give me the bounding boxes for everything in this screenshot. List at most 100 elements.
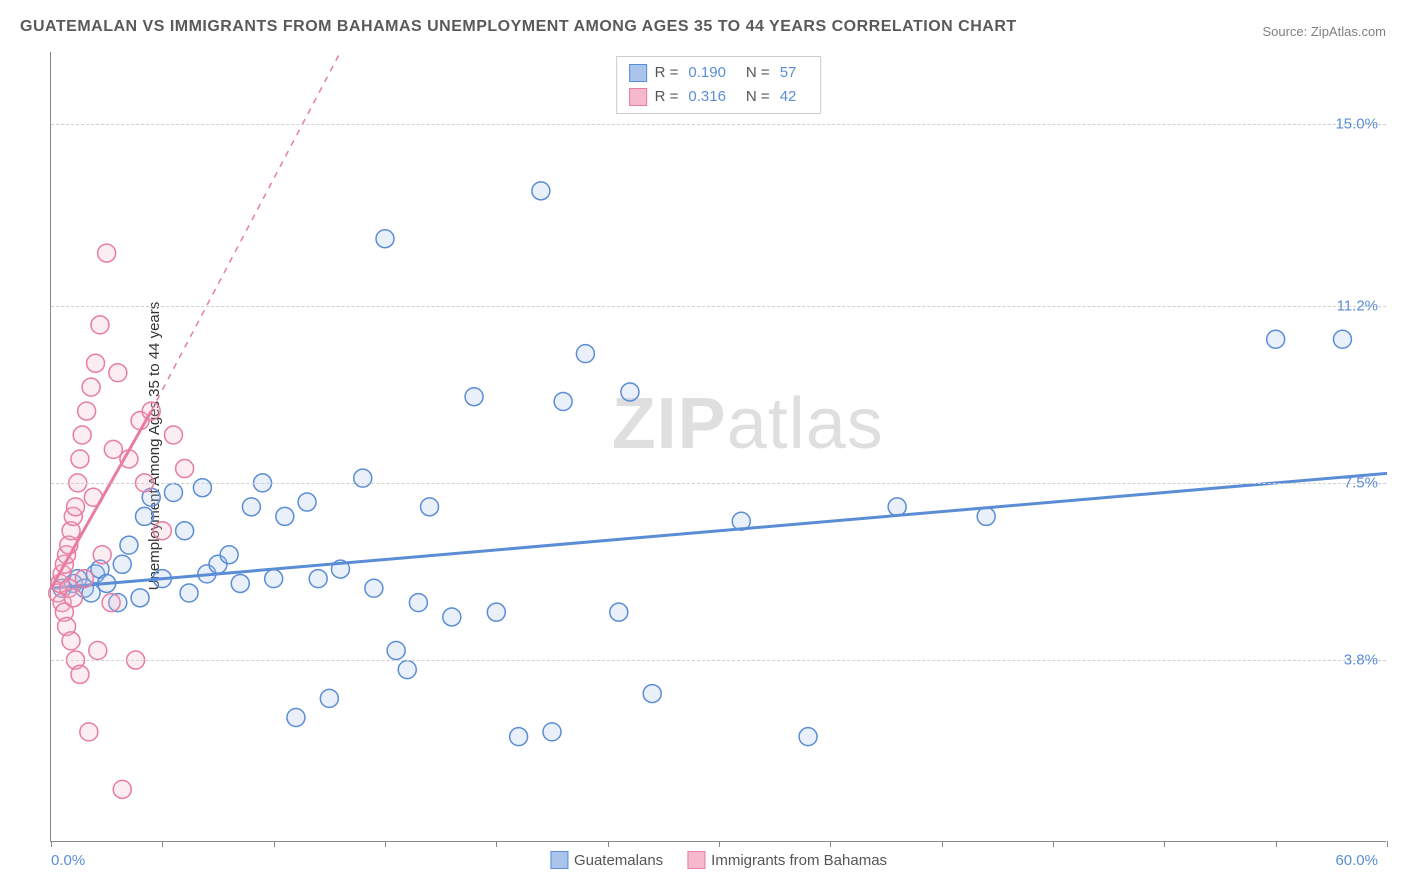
legend-swatch-blue <box>629 64 647 82</box>
x-tick <box>1387 841 1388 847</box>
gridline-h <box>51 660 1386 661</box>
x-tick <box>162 841 163 847</box>
scatter-point <box>298 493 316 511</box>
scatter-point <box>231 574 249 592</box>
legend-r-label: R = <box>655 61 679 85</box>
scatter-point <box>543 723 561 741</box>
chart-container: GUATEMALAN VS IMMIGRANTS FROM BAHAMAS UN… <box>0 0 1406 892</box>
x-tick <box>1053 841 1054 847</box>
scatter-point <box>387 641 405 659</box>
scatter-point <box>610 603 628 621</box>
scatter-point <box>443 608 461 626</box>
scatter-point <box>265 570 283 588</box>
scatter-point <box>398 661 416 679</box>
legend-series: Guatemalans Immigrants from Bahamas <box>550 851 887 869</box>
legend-correlation: R = 0.190 N = 57 R = 0.316 N = 42 <box>616 56 822 114</box>
y-tick-label: 7.5% <box>1344 474 1378 491</box>
scatter-point <box>409 594 427 612</box>
x-tick <box>1164 841 1165 847</box>
plot-area: ZIPatlas 0.0% 60.0% R = 0.190 N = 57 R =… <box>50 52 1386 842</box>
x-tick <box>830 841 831 847</box>
scatter-point <box>104 440 122 458</box>
legend-swatch-blue <box>550 851 568 869</box>
scatter-point <box>180 584 198 602</box>
x-tick <box>719 841 720 847</box>
chart-title: GUATEMALAN VS IMMIGRANTS FROM BAHAMAS UN… <box>20 18 1017 36</box>
scatter-point <box>643 685 661 703</box>
scatter-point <box>220 546 238 564</box>
x-tick <box>385 841 386 847</box>
gridline-h <box>51 306 1386 307</box>
x-tick <box>274 841 275 847</box>
scatter-point <box>320 689 338 707</box>
scatter-point <box>164 483 182 501</box>
scatter-point <box>71 450 89 468</box>
scatter-point <box>576 345 594 363</box>
scatter-point <box>621 383 639 401</box>
scatter-point <box>799 728 817 746</box>
scatter-point <box>1333 330 1351 348</box>
legend-n-value-1: 57 <box>780 61 797 85</box>
x-tick <box>1276 841 1277 847</box>
scatter-point <box>153 522 171 540</box>
scatter-point <box>532 182 550 200</box>
legend-n-label: N = <box>746 85 770 109</box>
scatter-overlay <box>51 52 1386 841</box>
legend-label-2: Immigrants from Bahamas <box>711 852 887 869</box>
scatter-point <box>98 244 116 262</box>
legend-r-label: R = <box>655 85 679 109</box>
scatter-point <box>487 603 505 621</box>
legend-n-value-2: 42 <box>780 85 797 109</box>
scatter-point <box>62 632 80 650</box>
x-tick <box>51 841 52 847</box>
legend-swatch-pink <box>629 88 647 106</box>
scatter-point <box>164 426 182 444</box>
scatter-point <box>176 460 194 478</box>
legend-n-label: N = <box>746 61 770 85</box>
scatter-point <box>93 546 111 564</box>
scatter-point <box>66 498 84 516</box>
legend-r-value-2: 0.316 <box>688 85 726 109</box>
x-tick <box>496 841 497 847</box>
legend-row-1: R = 0.190 N = 57 <box>629 61 809 85</box>
scatter-point <box>365 579 383 597</box>
scatter-point <box>64 589 82 607</box>
scatter-point <box>888 498 906 516</box>
scatter-point <box>309 570 327 588</box>
scatter-point <box>75 570 93 588</box>
y-tick-label: 11.2% <box>1337 297 1378 314</box>
scatter-point <box>80 723 98 741</box>
scatter-point <box>102 594 120 612</box>
legend-r-value-1: 0.190 <box>688 61 726 85</box>
y-tick-label: 15.0% <box>1335 115 1378 132</box>
x-tick <box>942 841 943 847</box>
gridline-h <box>51 483 1386 484</box>
scatter-point <box>421 498 439 516</box>
legend-swatch-pink <box>687 851 705 869</box>
scatter-point <box>109 364 127 382</box>
scatter-point <box>510 728 528 746</box>
scatter-point <box>136 507 154 525</box>
gridline-h <box>51 124 1386 125</box>
scatter-point <box>78 402 96 420</box>
legend-label-1: Guatemalans <box>574 852 663 869</box>
legend-item-bahamas: Immigrants from Bahamas <box>687 851 887 869</box>
scatter-point <box>82 378 100 396</box>
scatter-point <box>287 709 305 727</box>
scatter-point <box>113 780 131 798</box>
source-label: Source: ZipAtlas.com <box>1262 24 1386 39</box>
x-axis-min-label: 0.0% <box>51 852 85 869</box>
scatter-point <box>977 507 995 525</box>
y-tick-label: 3.8% <box>1344 652 1378 669</box>
scatter-point <box>113 555 131 573</box>
legend-row-2: R = 0.316 N = 42 <box>629 85 809 109</box>
scatter-point <box>193 479 211 497</box>
scatter-point <box>276 507 294 525</box>
scatter-point <box>89 641 107 659</box>
scatter-point <box>376 230 394 248</box>
scatter-point <box>465 388 483 406</box>
scatter-point <box>120 536 138 554</box>
scatter-point <box>176 522 194 540</box>
scatter-point <box>73 426 91 444</box>
scatter-point <box>87 354 105 372</box>
